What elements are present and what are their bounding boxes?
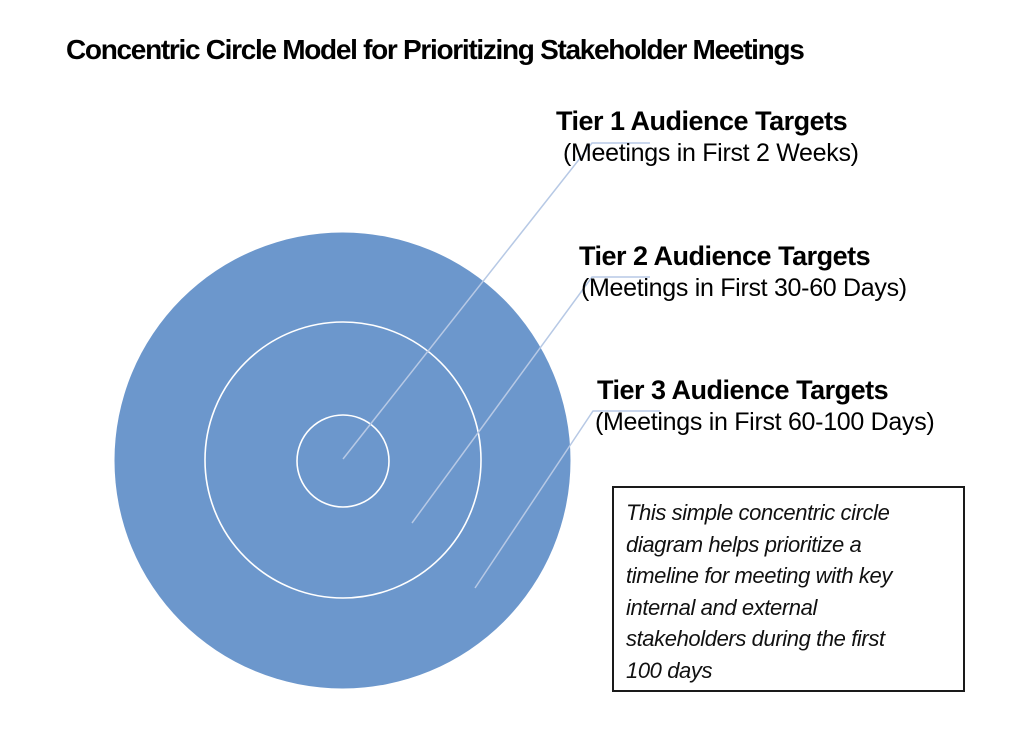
- note-text-line: internal and external: [626, 594, 817, 620]
- note-text-line: 100 days: [626, 657, 713, 683]
- tier-1-subtitle: (Meetings in First 2 Weeks): [563, 139, 859, 167]
- tier-3-heading: Tier 3 Audience Targets: [597, 375, 889, 405]
- tier-1-leader-line: [342, 142, 650, 460]
- note-text-line: timeline for meeting with key: [626, 563, 892, 588]
- tier-2-leader-line: [411, 276, 650, 524]
- tier-2-heading: Tier 2 Audience Targets: [579, 241, 871, 271]
- note-text-line: stakeholders during the first: [626, 626, 885, 651]
- tier-2-circle: [204, 321, 482, 599]
- note-text-line: This simple concentric circle: [626, 500, 890, 525]
- tier-2-subtitle: (Meetings in First 30-60 Days): [581, 274, 907, 302]
- slide-title: Concentric Circle Model for Prioritizing…: [66, 34, 805, 65]
- tier-1-heading: Tier 1 Audience Targets: [556, 106, 848, 136]
- tier-1-label: Tier 1 Audience Targets (Meetings in Fir…: [556, 105, 859, 169]
- tier-3-leader-line: [474, 410, 660, 589]
- tier-3-circle: [114, 232, 571, 689]
- tier-3-subtitle: (Meetings in First 60-100 Days): [595, 408, 935, 436]
- note-box: This simple concentric circle diagram he…: [612, 486, 965, 692]
- tier-3-label: Tier 3 Audience Targets (Meetings in Fir…: [595, 374, 935, 438]
- note-text-line: diagram helps prioritize a: [626, 531, 862, 557]
- tier-2-label: Tier 2 Audience Targets (Meetings in Fir…: [579, 240, 907, 304]
- tier-1-circle: [296, 414, 390, 508]
